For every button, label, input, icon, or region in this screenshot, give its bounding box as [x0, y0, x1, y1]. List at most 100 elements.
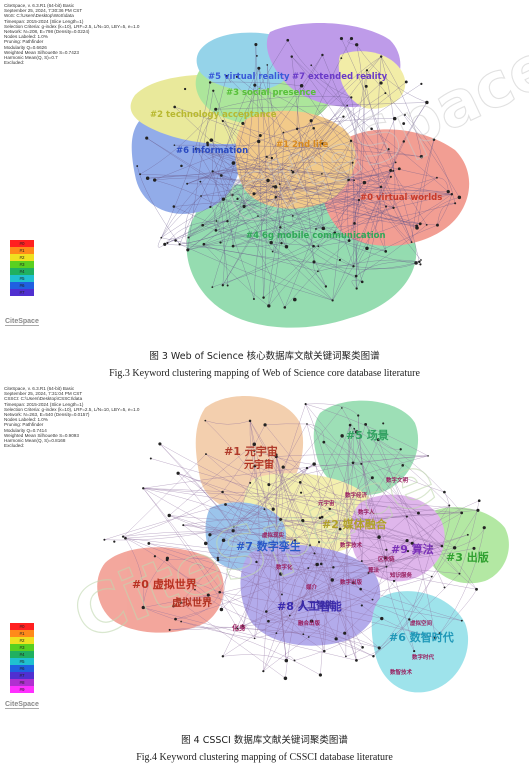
network-node	[293, 659, 296, 662]
keyword-label: 数字出版	[340, 580, 363, 586]
network-node	[242, 204, 246, 209]
network-node	[320, 515, 324, 519]
network-link	[203, 242, 282, 248]
network-node	[167, 513, 171, 518]
network-node	[206, 141, 209, 145]
network-node	[321, 173, 323, 175]
network-link	[179, 244, 333, 301]
info-line: September 25, 2024, 7:31:04 PM CST	[4, 391, 83, 397]
figure-3-caption-en: Fig.3 Keyword clustering mapping of Web …	[109, 368, 420, 379]
network-link	[169, 599, 373, 631]
network-node	[432, 138, 436, 141]
network-node	[179, 601, 183, 604]
network-node	[410, 541, 414, 545]
info-line: CiteSpace, v. 6.3.R1 (64-bit) Basic	[4, 3, 75, 8]
network-link	[275, 172, 294, 198]
network-node	[365, 69, 369, 72]
network-link	[373, 576, 433, 657]
network-link	[203, 244, 333, 301]
network-node	[248, 419, 252, 423]
network-node	[312, 260, 316, 264]
network-link	[140, 173, 280, 185]
network-node	[482, 526, 486, 530]
network-link	[225, 504, 380, 649]
network-node	[321, 226, 326, 231]
keyword-label: 虚拟空间	[410, 621, 433, 627]
network-link	[222, 654, 287, 661]
network-node	[152, 178, 157, 182]
network-node	[364, 84, 368, 88]
keyword-label: 数字文明	[386, 478, 409, 484]
network-node	[205, 453, 207, 456]
network-link	[213, 90, 287, 247]
figure-3-caption-cn: 图 3 Web of Science 核心数据库文献关键词聚类图谱	[149, 351, 380, 362]
network-node	[283, 306, 287, 309]
network-link	[223, 198, 350, 241]
network-node	[295, 127, 299, 131]
network-node	[328, 507, 331, 511]
network-node	[466, 533, 469, 536]
network-link	[147, 143, 323, 179]
network-node	[208, 81, 212, 84]
network-link	[292, 38, 352, 173]
network-node	[349, 139, 353, 143]
network-node	[321, 53, 324, 57]
network-link	[222, 120, 314, 247]
network-link	[215, 102, 427, 110]
cluster-label-7: #7 数字孪生	[236, 540, 301, 553]
network-node	[352, 265, 355, 268]
network-link	[201, 186, 276, 197]
network-node	[359, 587, 362, 591]
network-node	[472, 546, 476, 550]
network-node	[377, 646, 381, 650]
legend-swatch: #8	[10, 679, 34, 686]
network-node	[427, 455, 429, 457]
network-link	[332, 176, 392, 301]
cluster-label-3: #3 social presence	[226, 88, 317, 98]
legend-swatch: #6	[10, 665, 34, 672]
network-node	[216, 558, 220, 562]
network-node	[339, 36, 344, 41]
network-link	[380, 186, 412, 243]
network-link	[268, 176, 392, 307]
keyword-label: 人工智能	[298, 601, 335, 611]
network-node	[355, 43, 359, 47]
network-link	[306, 423, 325, 443]
network-node	[370, 476, 374, 480]
network-link	[292, 215, 316, 230]
info-line: Harmonic Mean(Q, S)=0.7	[4, 55, 58, 61]
network-link	[219, 423, 308, 593]
network-node	[200, 195, 202, 197]
network-node	[343, 631, 347, 635]
network-link	[143, 488, 265, 510]
network-node	[317, 540, 321, 544]
info-line: Pruning: Pathfinder	[4, 422, 44, 428]
network-link	[268, 576, 432, 622]
network-link	[215, 109, 245, 207]
info-line: Selection Criteria: g-index (k=10), LRF=…	[4, 23, 140, 29]
network-link	[321, 563, 363, 648]
network-node	[333, 231, 337, 235]
network-link	[199, 150, 452, 195]
network-node	[342, 115, 345, 118]
network-node	[172, 205, 176, 208]
network-link	[242, 482, 301, 627]
network-link	[258, 68, 267, 298]
network-node	[351, 161, 354, 164]
network-node	[438, 632, 442, 635]
network-node	[347, 239, 351, 243]
network-link	[104, 526, 234, 541]
network-node	[230, 193, 234, 197]
network-node	[263, 508, 266, 511]
network-link	[183, 524, 304, 635]
network-node	[279, 517, 283, 522]
network-node	[211, 286, 214, 288]
network-link	[198, 109, 216, 151]
network-node	[215, 220, 218, 222]
info-line: Pruning: Pathfinder	[4, 39, 44, 45]
network-node	[389, 168, 393, 172]
network-link	[380, 56, 422, 157]
network-node	[425, 100, 429, 105]
legend-swatch: #1	[10, 247, 34, 254]
network-link	[202, 224, 357, 277]
